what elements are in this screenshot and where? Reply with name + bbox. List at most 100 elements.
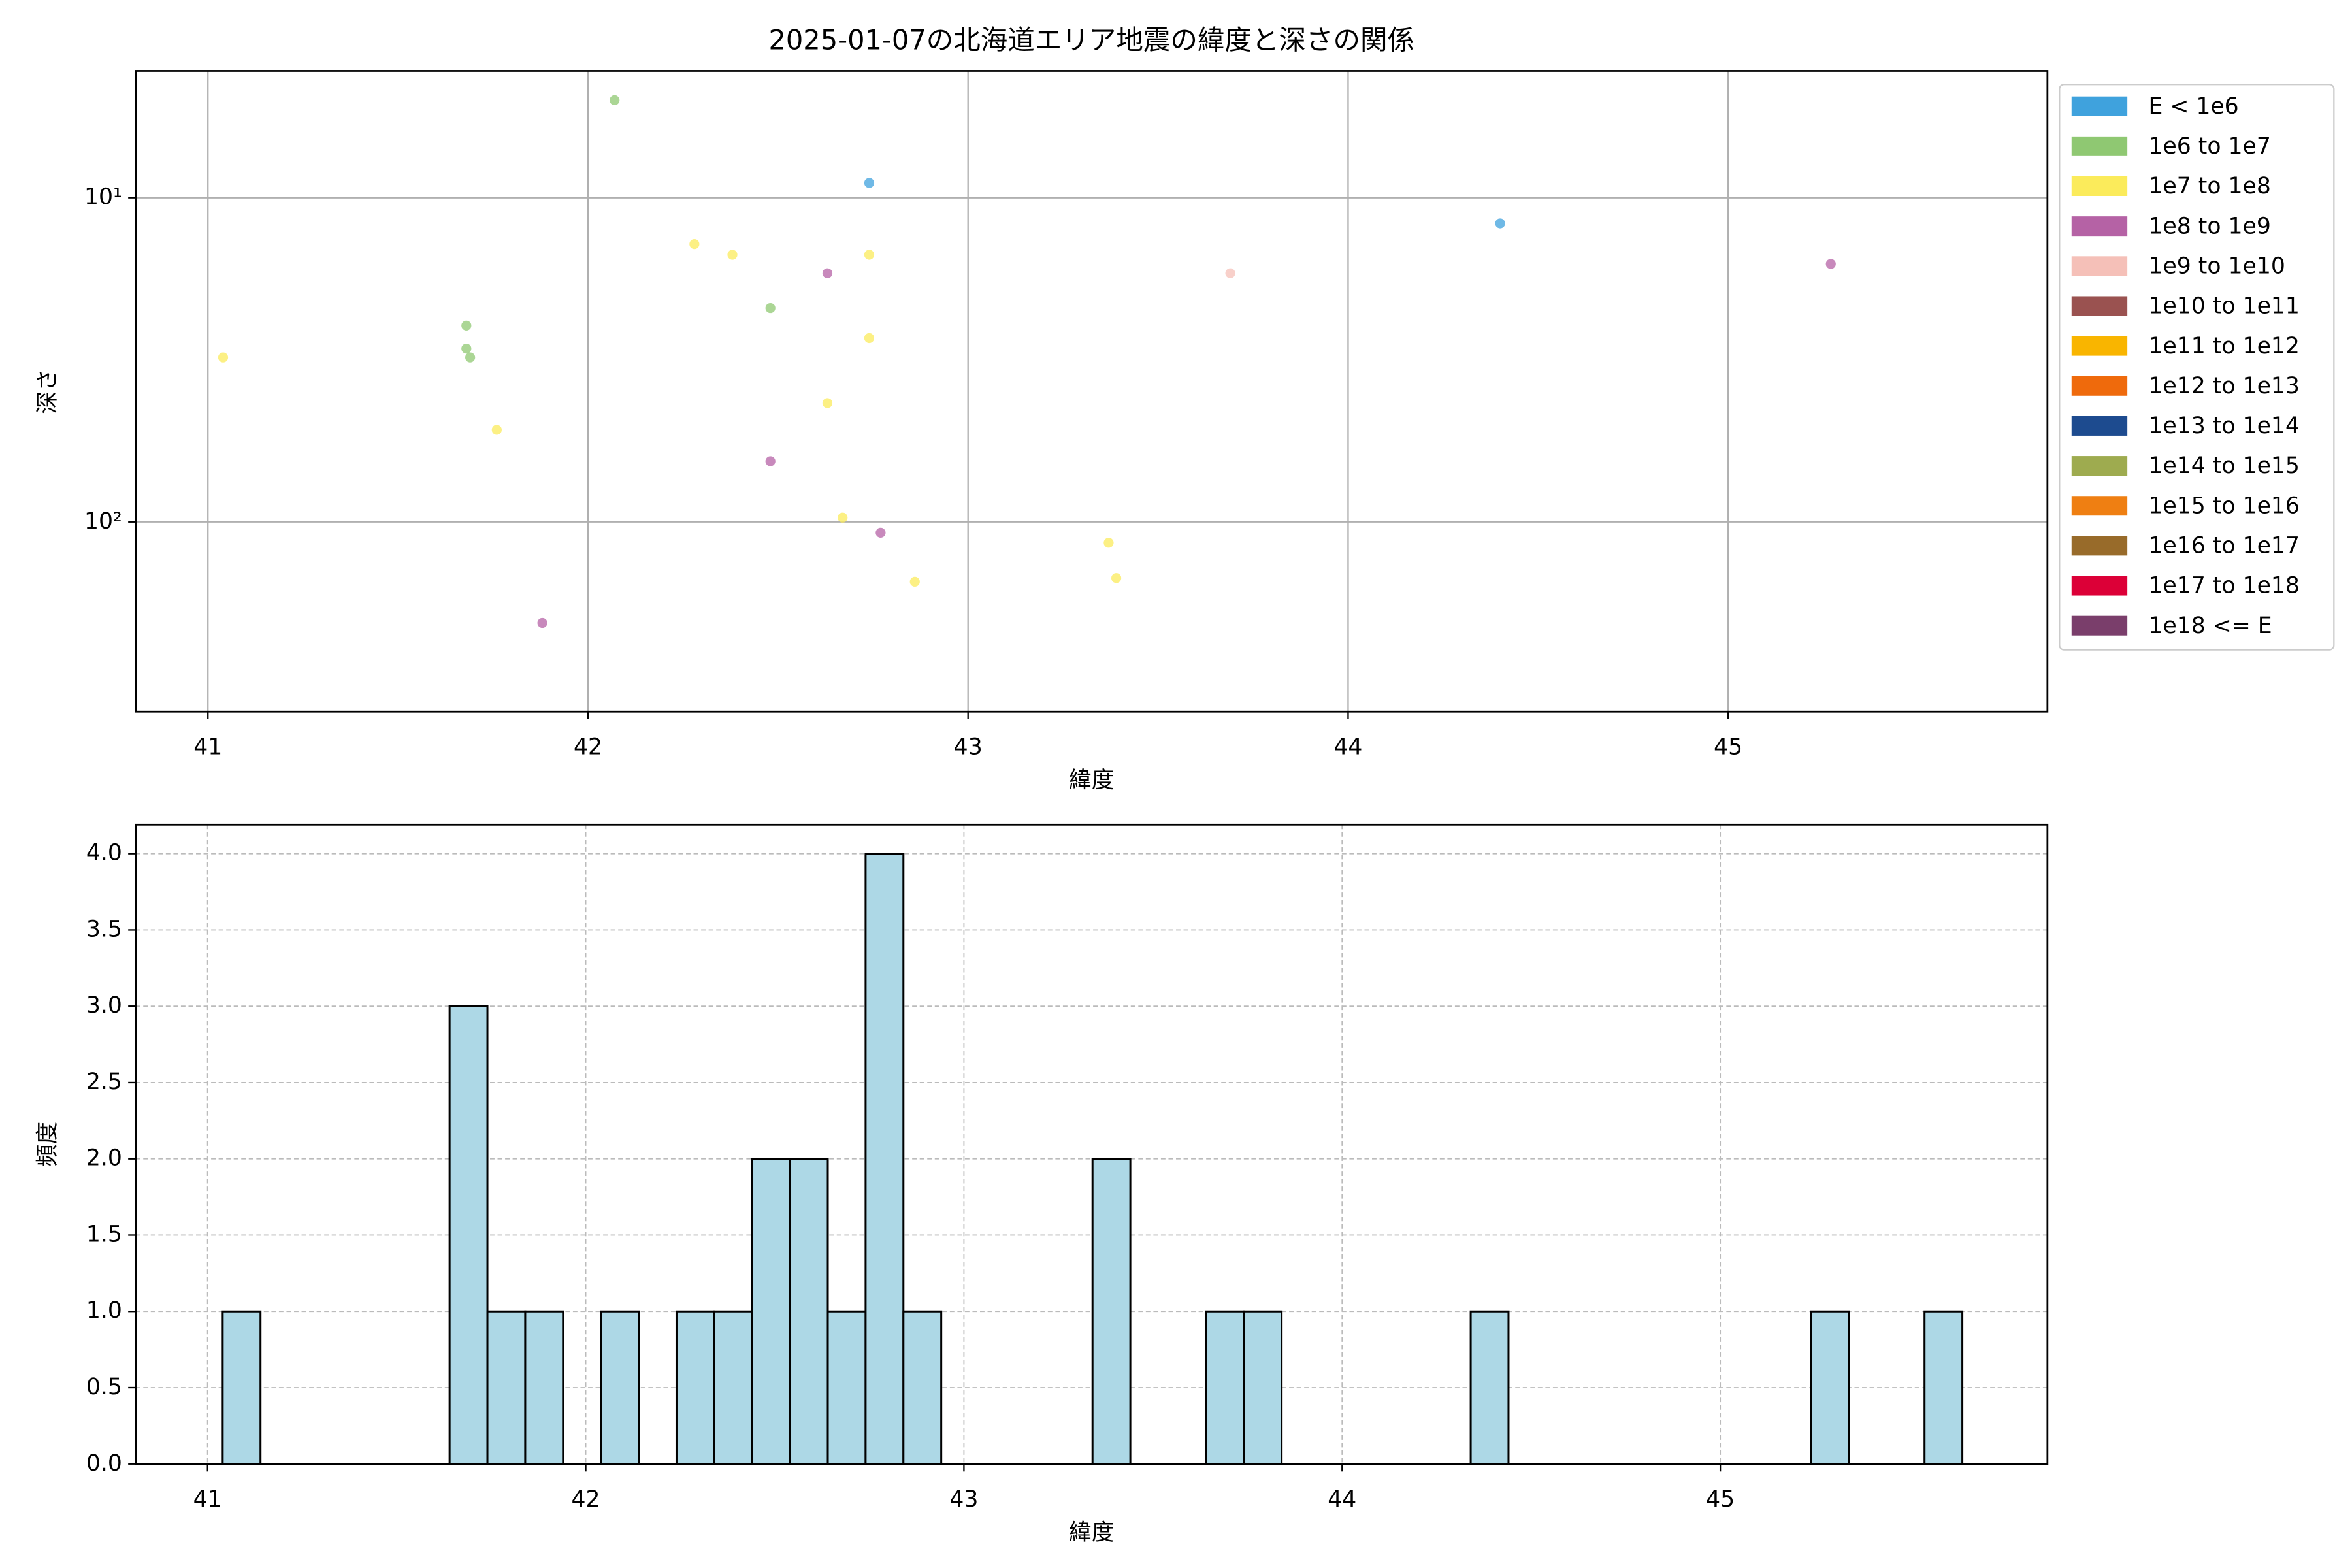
x-tick-label: 44 — [1328, 1486, 1356, 1512]
y-tick-label: 10² — [84, 508, 122, 534]
y-tick-label: 1.0 — [86, 1298, 122, 1324]
bar — [751, 1158, 791, 1465]
legend-swatch — [2071, 376, 2128, 396]
legend-label: 1e6 to 1e7 — [2148, 133, 2270, 159]
legend-swatch — [2071, 136, 2128, 156]
point — [864, 178, 875, 188]
point — [491, 425, 502, 435]
y-tick-label: 2.0 — [86, 1145, 122, 1171]
point — [1825, 259, 1836, 269]
legend-label: 1e9 to 1e10 — [2148, 253, 2285, 279]
y-tick-label: 2.5 — [86, 1069, 122, 1095]
point — [610, 95, 620, 105]
x-axis-label: 緯度 — [1069, 767, 1114, 793]
point — [864, 333, 875, 344]
y-tick-label: 1.5 — [86, 1221, 122, 1247]
point — [765, 302, 776, 314]
bar — [524, 1310, 564, 1465]
y-axis-label: 頻度 — [35, 1122, 61, 1167]
legend-label: 1e18 <= E — [2148, 613, 2272, 639]
legend-swatch — [2071, 256, 2128, 276]
legend-swatch — [2071, 416, 2128, 436]
bar — [600, 1310, 640, 1465]
legend-swatch — [2071, 96, 2128, 116]
x-tick-label: 42 — [574, 734, 602, 760]
bar — [1923, 1310, 1964, 1465]
point — [727, 250, 738, 260]
bar — [902, 1310, 943, 1465]
legend-swatch — [2071, 176, 2128, 196]
point — [875, 527, 886, 538]
point — [864, 250, 875, 260]
legend-box — [2059, 84, 2335, 651]
y-tick-label: 0.0 — [86, 1450, 122, 1477]
bar — [1810, 1310, 1850, 1465]
legend-swatch — [2071, 576, 2128, 596]
bar — [1469, 1310, 1510, 1465]
x-tick-label: 43 — [954, 734, 983, 760]
point — [909, 576, 920, 587]
legend-swatch — [2071, 336, 2128, 356]
y-tick-label: 3.5 — [86, 916, 122, 942]
legend-label: 1e15 to 1e16 — [2148, 493, 2299, 519]
legend-label: 1e11 to 1e12 — [2148, 333, 2299, 359]
legend-label: 1e8 to 1e9 — [2148, 213, 2270, 239]
point — [465, 352, 476, 363]
bar — [789, 1158, 829, 1465]
legend-label: 1e14 to 1e15 — [2148, 453, 2299, 479]
point — [689, 239, 700, 250]
legend-swatch — [2071, 216, 2128, 237]
point — [822, 398, 833, 408]
point — [822, 268, 833, 278]
bar — [864, 853, 905, 1465]
x-tick-label: 44 — [1333, 734, 1362, 760]
x-tick-label: 42 — [572, 1486, 600, 1512]
bar — [221, 1310, 262, 1465]
point — [1111, 573, 1122, 583]
point — [537, 617, 547, 629]
chart-title: 2025-01-07の北海道エリア地震の緯度と深さの関係 — [768, 24, 1414, 56]
plot-frame — [135, 823, 2049, 1465]
bar — [486, 1310, 527, 1465]
point — [765, 456, 776, 466]
point — [838, 512, 848, 523]
point — [461, 320, 472, 331]
x-tick-label: 41 — [193, 734, 222, 760]
bar — [1091, 1158, 1132, 1465]
legend-label: 1e17 to 1e18 — [2148, 573, 2299, 599]
legend-swatch — [2071, 456, 2128, 476]
y-tick-label: 10¹ — [84, 184, 122, 210]
legend-swatch — [2071, 536, 2128, 556]
legend-swatch — [2071, 615, 2128, 636]
bar — [826, 1310, 867, 1465]
legend-label: 1e10 to 1e11 — [2148, 293, 2299, 319]
point — [1495, 218, 1505, 229]
legend-label: E < 1e6 — [2148, 93, 2238, 120]
y-tick-label: 0.5 — [86, 1374, 122, 1400]
y-tick-label: 4.0 — [86, 840, 122, 866]
legend-label: 1e7 to 1e8 — [2148, 173, 2270, 199]
bar — [1243, 1310, 1283, 1465]
legend-label: 1e13 to 1e14 — [2148, 413, 2299, 439]
legend-swatch — [2071, 496, 2128, 516]
legend-swatch — [2071, 296, 2128, 316]
legend-label: 1e12 to 1e13 — [2148, 373, 2299, 399]
y-tick-label: 3.0 — [86, 992, 122, 1019]
plot-frame — [135, 70, 2049, 713]
point — [1225, 268, 1235, 278]
bar — [1205, 1310, 1245, 1465]
bar — [713, 1310, 753, 1465]
x-tick-label: 43 — [949, 1486, 978, 1512]
point — [461, 343, 472, 354]
bar — [675, 1310, 715, 1465]
x-tick-label: 45 — [1714, 734, 1742, 760]
x-tick-label: 45 — [1706, 1486, 1735, 1512]
point — [218, 352, 229, 363]
x-tick-label: 41 — [193, 1486, 222, 1512]
x-axis-label: 緯度 — [1069, 1520, 1114, 1546]
y-axis-label: 深さ — [35, 368, 61, 414]
point — [1103, 538, 1114, 548]
bar — [448, 1005, 489, 1465]
legend-label: 1e16 to 1e17 — [2148, 533, 2299, 559]
